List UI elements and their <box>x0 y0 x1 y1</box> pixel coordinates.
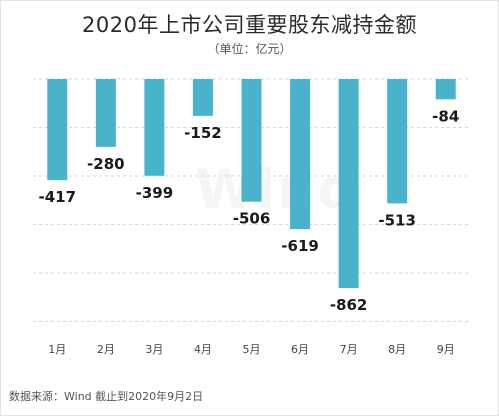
data-label: -152 <box>184 124 222 142</box>
bar <box>290 79 311 230</box>
bar <box>192 79 213 116</box>
x-tick-label: 6月 <box>291 343 309 356</box>
bar <box>435 79 456 100</box>
data-label: -399 <box>136 184 174 202</box>
data-label: -84 <box>432 107 459 125</box>
x-tick-label: 2月 <box>97 343 115 356</box>
data-label: -619 <box>281 237 319 255</box>
chart-subtitle: （单位：亿元） <box>207 42 292 56</box>
x-tick-label: 4月 <box>194 343 212 356</box>
x-tick-label: 3月 <box>145 343 163 356</box>
data-label: -506 <box>233 210 271 228</box>
x-tick-label: 8月 <box>388 343 406 356</box>
bar <box>144 79 165 176</box>
bar <box>387 79 408 204</box>
data-label: -862 <box>330 296 368 314</box>
chart-title: 2020年上市公司重要股东减持金额 <box>82 13 417 37</box>
x-tick-label: 7月 <box>340 343 358 356</box>
source-note: 数据来源：Wind 截止到2020年9月2日 <box>9 390 204 403</box>
x-tick-label: 9月 <box>437 343 455 356</box>
data-label: -513 <box>378 211 416 229</box>
bar <box>47 79 68 181</box>
data-label: -417 <box>39 188 77 206</box>
bar <box>95 79 116 147</box>
bar <box>241 79 262 202</box>
data-label: -280 <box>87 155 125 173</box>
x-tick-label: 5月 <box>243 343 261 356</box>
x-tick-label: 1月 <box>48 343 66 356</box>
bar <box>338 79 359 289</box>
